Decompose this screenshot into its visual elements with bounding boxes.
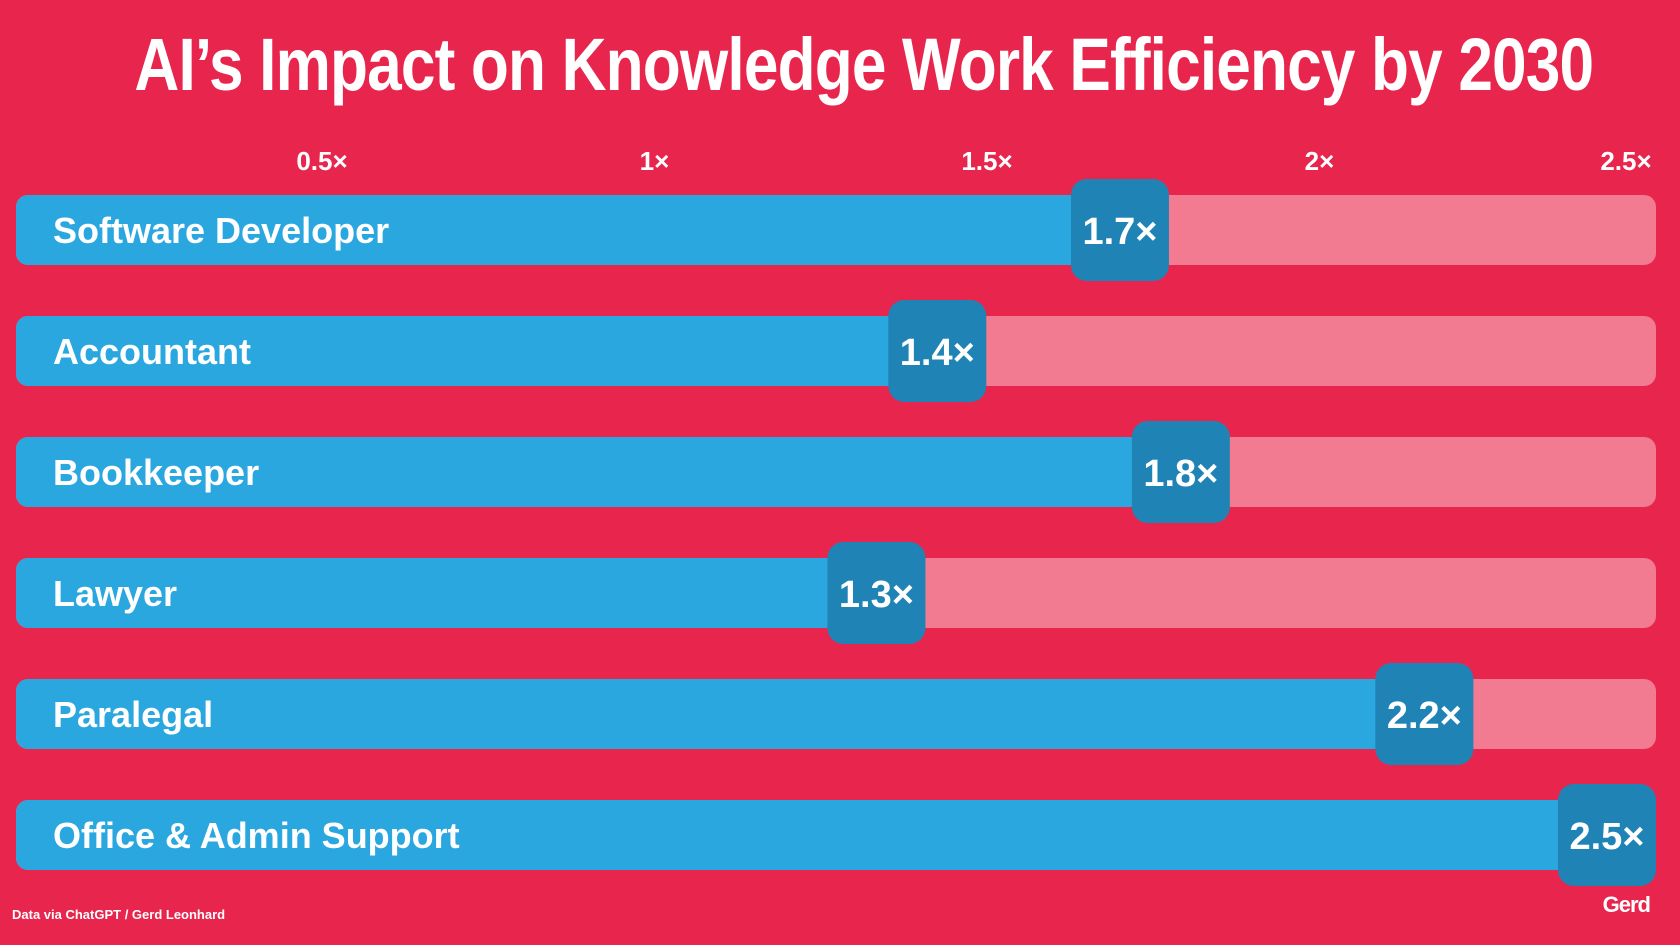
value-label: 1.7×	[1082, 211, 1157, 253]
category-label: Bookkeeper	[53, 452, 259, 493]
x-tick-label: 2×	[1305, 146, 1335, 176]
x-axis-ticks: 0.5× 1× 1.5× 2× 2.5×	[296, 146, 1651, 176]
gerd-logo: Gerd	[1602, 892, 1651, 917]
bar-row: 1.3× Lawyer	[16, 542, 1656, 644]
bar-row: 2.5× Office & Admin Support	[16, 784, 1656, 886]
value-badge	[1131, 421, 1230, 523]
value-label: 2.2×	[1387, 695, 1462, 737]
category-label: Office & Admin Support	[53, 815, 460, 856]
x-tick-label: 1×	[640, 146, 670, 176]
bar-row: 1.8× Bookkeeper	[16, 421, 1656, 523]
bar	[16, 679, 1454, 749]
value-label: 1.8×	[1143, 453, 1218, 495]
value-badge	[888, 300, 987, 402]
value-badge	[1558, 784, 1656, 886]
bars: 1.7× Software Developer 1.4× Accountant 1.8×…	[16, 179, 1656, 886]
value-badge	[1070, 179, 1169, 281]
value-label: 1.3×	[839, 574, 914, 616]
bar	[16, 437, 1210, 507]
value-label: 1.4×	[900, 332, 975, 374]
category-label: Lawyer	[53, 573, 177, 614]
chart-title: AI’s Impact on Knowledge Work Efficiency…	[134, 23, 1594, 106]
bar-row: 1.7× Software Developer	[16, 179, 1656, 281]
value-label: 2.5×	[1569, 816, 1644, 858]
value-badge	[1375, 663, 1474, 765]
x-tick-label: 1.5×	[961, 146, 1012, 176]
source-note: Data via ChatGPT / Gerd Leonhard	[12, 907, 226, 922]
value-badge	[827, 542, 926, 644]
x-tick-label: 0.5×	[296, 146, 347, 176]
bar	[16, 316, 967, 386]
x-tick-label: 2.5×	[1600, 146, 1651, 176]
category-label: Software Developer	[53, 210, 389, 251]
bar	[16, 800, 1636, 870]
bar	[16, 195, 1149, 265]
category-label: Accountant	[53, 331, 251, 372]
category-label: Paralegal	[53, 694, 213, 735]
bar-row: 1.4× Accountant	[16, 300, 1656, 402]
bar	[16, 558, 906, 628]
bar-row: 2.2× Paralegal	[16, 663, 1656, 765]
